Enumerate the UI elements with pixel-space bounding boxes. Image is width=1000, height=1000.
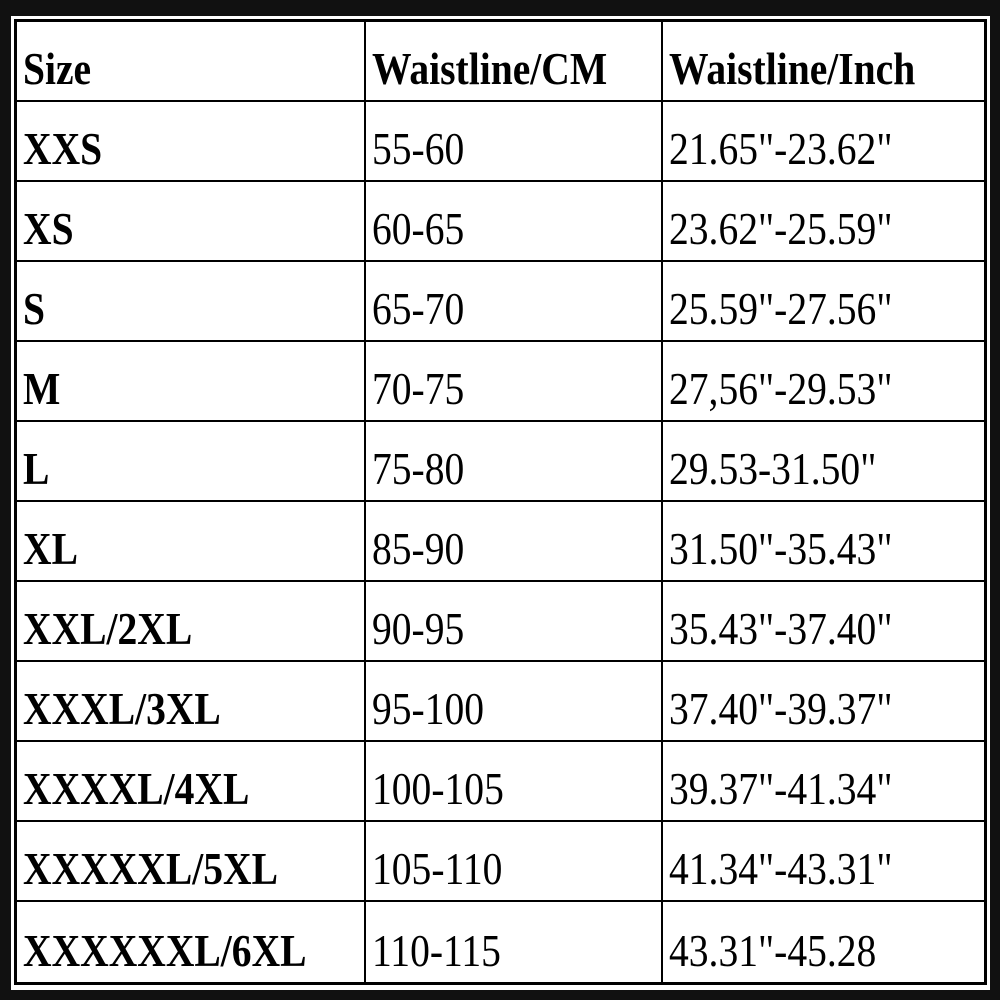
waist-inch-text: 35.43"-37.40" <box>669 603 893 654</box>
waist-cm-cell: 90-95 <box>366 582 663 662</box>
header-cell: Waistline/CM <box>366 22 663 102</box>
waist-cm-text: 70-75 <box>372 363 465 414</box>
size-cell: XXXXXXL/6XL <box>17 902 366 982</box>
waist-inch-text: 23.62"-25.59" <box>669 203 893 254</box>
waist-cm-cell: 110-115 <box>366 902 663 982</box>
size-text: M <box>23 363 61 414</box>
size-cell: L <box>17 422 366 502</box>
waist-inch-text: 25.59"-27.56" <box>669 283 893 334</box>
waist-inch-cell: 27,56"-29.53" <box>663 342 984 422</box>
waist-cm-cell: 75-80 <box>366 422 663 502</box>
waist-cm-text: 75-80 <box>372 443 465 494</box>
waist-inch-text: 43.31"-45.28 <box>669 925 877 976</box>
size-chart-table: Size Waistline/CM Waistline/Inch XXS 55-6… <box>14 19 987 985</box>
size-text: S <box>23 283 46 334</box>
waist-cm-text: 105-110 <box>372 843 503 894</box>
waist-inch-cell: 37.40"-39.37" <box>663 662 984 742</box>
size-cell: XXS <box>17 102 366 182</box>
size-text: XXS <box>23 123 103 174</box>
header-waist-inch: Waistline/Inch <box>669 43 916 94</box>
size-cell: XXXXXL/5XL <box>17 822 366 902</box>
waist-inch-text: 37.40"-39.37" <box>669 683 893 734</box>
size-cell: M <box>17 342 366 422</box>
waist-inch-cell: 29.53-31.50" <box>663 422 984 502</box>
waist-cm-text: 55-60 <box>372 123 465 174</box>
waist-inch-text: 41.34"-43.31" <box>669 843 893 894</box>
waist-inch-cell: 35.43"-37.40" <box>663 582 984 662</box>
waist-inch-text: 29.53-31.50" <box>669 443 877 494</box>
waist-cm-text: 85-90 <box>372 523 465 574</box>
waist-inch-cell: 43.31"-45.28 <box>663 902 984 982</box>
waist-cm-text: 100-105 <box>372 763 504 814</box>
waist-cm-cell: 105-110 <box>366 822 663 902</box>
waist-inch-cell: 21.65"-23.62" <box>663 102 984 182</box>
waist-inch-cell: 39.37"-41.34" <box>663 742 984 822</box>
size-cell: S <box>17 262 366 342</box>
waist-cm-text: 60-65 <box>372 203 465 254</box>
waist-inch-text: 21.65"-23.62" <box>669 123 893 174</box>
size-cell: XXXL/3XL <box>17 662 366 742</box>
page-background <box>11 16 990 990</box>
size-text: XXXXXXL/6XL <box>23 925 307 976</box>
waist-inch-cell: 23.62"-25.59" <box>663 182 984 262</box>
size-text: L <box>23 443 50 494</box>
waist-cm-cell: 65-70 <box>366 262 663 342</box>
header-waist-cm: Waistline/CM <box>372 43 608 94</box>
waist-cm-cell: 85-90 <box>366 502 663 582</box>
size-text: XXXL/3XL <box>23 683 221 734</box>
size-cell: XL <box>17 502 366 582</box>
waist-cm-cell: 100-105 <box>366 742 663 822</box>
waist-cm-cell: 60-65 <box>366 182 663 262</box>
size-text: XS <box>23 203 74 254</box>
waist-cm-cell: 55-60 <box>366 102 663 182</box>
waist-cm-text: 110-115 <box>372 925 501 976</box>
waist-inch-cell: 25.59"-27.56" <box>663 262 984 342</box>
waist-cm-text: 90-95 <box>372 603 465 654</box>
waist-inch-cell: 31.50"-35.43" <box>663 502 984 582</box>
waist-cm-text: 65-70 <box>372 283 465 334</box>
header-cell: Size <box>17 22 366 102</box>
waist-inch-cell: 41.34"-43.31" <box>663 822 984 902</box>
waist-inch-text: 31.50"-35.43" <box>669 523 893 574</box>
waist-inch-text: 27,56"-29.53" <box>669 363 893 414</box>
waist-cm-cell: 95-100 <box>366 662 663 742</box>
waist-cm-text: 95-100 <box>372 683 485 734</box>
size-cell: XXL/2XL <box>17 582 366 662</box>
header-size: Size <box>23 43 92 94</box>
size-cell: XS <box>17 182 366 262</box>
size-text: XL <box>23 523 78 574</box>
size-text: XXXXXL/5XL <box>23 843 278 894</box>
waist-cm-cell: 70-75 <box>366 342 663 422</box>
size-text: XXXXL/4XL <box>23 763 250 814</box>
waist-inch-text: 39.37"-41.34" <box>669 763 893 814</box>
size-text: XXL/2XL <box>23 603 193 654</box>
header-cell: Waistline/Inch <box>663 22 984 102</box>
size-cell: XXXXL/4XL <box>17 742 366 822</box>
